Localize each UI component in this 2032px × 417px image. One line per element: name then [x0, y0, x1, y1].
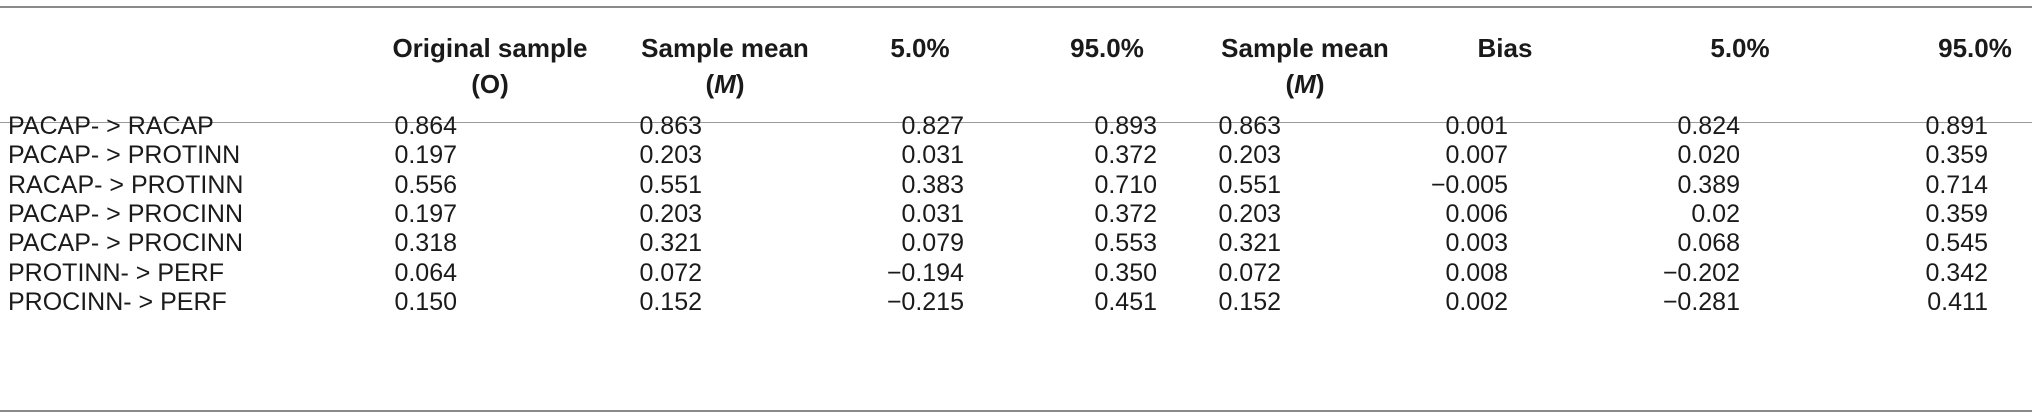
cell-pct5-1: 0.031	[901, 200, 964, 228]
cell-sample-mean-1: 0.203	[639, 141, 702, 169]
cell-bias: 0.003	[1445, 229, 1508, 257]
cell-sample-mean-2: 0.551	[1218, 171, 1281, 199]
cell-original-sample: 0.556	[394, 171, 457, 199]
cell-row-label: PACAP- > PROCINN	[8, 200, 243, 228]
header-rule	[0, 122, 2032, 123]
cell-bias: −0.005	[1430, 171, 1508, 199]
cell-pct95-1: 0.451	[1094, 288, 1157, 316]
cell-pct95-2: 0.359	[1925, 200, 1988, 228]
cell-pct5-1: 0.383	[901, 171, 964, 199]
cell-pct95-1: 0.350	[1094, 259, 1157, 287]
cell-sample-mean-1: 0.152	[639, 288, 702, 316]
header-line: 5.0%	[1710, 33, 1770, 63]
cell-sample-mean-2: 0.152	[1218, 288, 1281, 316]
cell-sample-mean-2: 0.203	[1218, 141, 1281, 169]
table-row: PROCINN- > PERF 0.150 0.152 −0.215 0.451 0.15…	[0, 283, 2032, 321]
cell-row-label: PROCINN- > PERF	[8, 288, 227, 316]
cell-original-sample: 0.197	[394, 200, 457, 228]
cell-pct95-2: 0.714	[1925, 171, 1988, 199]
cell-pct95-2: 0.891	[1925, 112, 1988, 140]
header-original-sample: Original sample (O)	[375, 30, 605, 102]
paren-close: )	[1315, 69, 1325, 99]
cell-pct5-2: 0.02	[1691, 200, 1740, 228]
cell-pct95-1: 0.372	[1094, 141, 1157, 169]
table-row: RACAP- > PROTINN 0.556 0.551 0.383 0.710 0.55…	[0, 166, 2032, 204]
italic-m: M	[714, 69, 736, 99]
cell-pct5-2: 0.389	[1677, 171, 1740, 199]
cell-sample-mean-2: 0.863	[1218, 112, 1281, 140]
header-line: Sample mean	[641, 33, 809, 63]
italic-m: M	[1294, 69, 1316, 99]
table-row: PACAP- > PROCINN 0.197 0.203 0.031 0.372 0.20…	[0, 195, 2032, 233]
cell-pct95-2: 0.342	[1925, 259, 1988, 287]
cell-row-label: PROTINN- > PERF	[8, 259, 224, 287]
header-95pct-1: 95.0%	[1052, 30, 1162, 66]
header-line: 95.0%	[1070, 33, 1144, 63]
cell-sample-mean-1: 0.072	[639, 259, 702, 287]
cell-bias: 0.001	[1445, 112, 1508, 140]
table-row: PACAP- > RACAP 0.864 0.863 0.827 0.893 0.863 0…	[0, 107, 2032, 145]
cell-pct95-2: 0.359	[1925, 141, 1988, 169]
cell-row-label: RACAP- > PROTINN	[8, 171, 244, 199]
bottom-rule	[0, 410, 2032, 412]
header-5pct-1: 5.0%	[870, 30, 970, 66]
header-line: Original sample	[392, 33, 588, 63]
cell-row-label: PACAP- > PROCINN	[8, 229, 243, 257]
cell-row-label: PACAP- > RACAP	[8, 112, 214, 140]
header-sample-mean-1: Sample mean (M)	[630, 30, 820, 102]
cell-sample-mean-1: 0.321	[639, 229, 702, 257]
cell-sample-mean-1: 0.863	[639, 112, 702, 140]
cell-bias: 0.006	[1445, 200, 1508, 228]
cell-original-sample: 0.318	[394, 229, 457, 257]
cell-original-sample: 0.064	[394, 259, 457, 287]
cell-sample-mean-2: 0.321	[1218, 229, 1281, 257]
cell-pct5-2: −0.202	[1662, 259, 1740, 287]
header-line: (M)	[630, 66, 820, 102]
header-line: Sample mean	[1221, 33, 1389, 63]
cell-pct95-2: 0.411	[1927, 288, 1988, 316]
cell-pct5-1: −0.215	[886, 288, 964, 316]
cell-sample-mean-1: 0.203	[639, 200, 702, 228]
cell-sample-mean-2: 0.203	[1218, 200, 1281, 228]
cell-pct5-1: −0.194	[886, 259, 964, 287]
header-5pct-2: 5.0%	[1690, 30, 1790, 66]
cell-original-sample: 0.864	[394, 112, 457, 140]
cell-original-sample: 0.197	[394, 141, 457, 169]
cell-pct5-2: 0.020	[1677, 141, 1740, 169]
cell-pct5-2: 0.824	[1677, 112, 1740, 140]
cell-pct95-1: 0.553	[1094, 229, 1157, 257]
paren-open: (	[705, 69, 715, 99]
cell-pct5-1: 0.031	[901, 141, 964, 169]
cell-pct95-2: 0.545	[1925, 229, 1988, 257]
cell-pct95-1: 0.710	[1094, 171, 1157, 199]
cell-pct5-1: 0.827	[901, 112, 964, 140]
header-bias: Bias	[1465, 30, 1545, 66]
table-row: PROTINN- > PERF 0.064 0.072 −0.194 0.350 0.07…	[0, 254, 2032, 292]
cell-sample-mean-2: 0.072	[1218, 259, 1281, 287]
header-line: (M)	[1210, 66, 1400, 102]
paren-open: (	[1285, 69, 1295, 99]
cell-pct5-1: 0.079	[901, 229, 964, 257]
header-95pct-2: 95.0%	[1920, 30, 2030, 66]
header-line: Bias	[1477, 33, 1533, 63]
header-line: (O)	[471, 69, 509, 99]
header-line: 5.0%	[890, 33, 950, 63]
paren-close: )	[735, 69, 745, 99]
cell-bias: 0.007	[1445, 141, 1508, 169]
cell-row-label: PACAP- > PROTINN	[8, 141, 241, 169]
cell-pct95-1: 0.372	[1094, 200, 1157, 228]
cell-pct5-2: −0.281	[1662, 288, 1740, 316]
cell-bias: 0.002	[1445, 288, 1508, 316]
cell-original-sample: 0.150	[394, 288, 457, 316]
cell-pct95-1: 0.893	[1094, 112, 1157, 140]
table-row: PACAP- > PROCINN 0.318 0.321 0.079 0.553 0.32…	[0, 224, 2032, 262]
cell-bias: 0.008	[1445, 259, 1508, 287]
header-sample-mean-2: Sample mean (M)	[1210, 30, 1400, 102]
header-line: 95.0%	[1938, 33, 2012, 63]
cell-pct5-2: 0.068	[1677, 229, 1740, 257]
top-rule	[0, 6, 2032, 8]
table-row: PACAP- > PROTINN 0.197 0.203 0.031 0.372 0.20…	[0, 136, 2032, 174]
cell-sample-mean-1: 0.551	[639, 171, 702, 199]
